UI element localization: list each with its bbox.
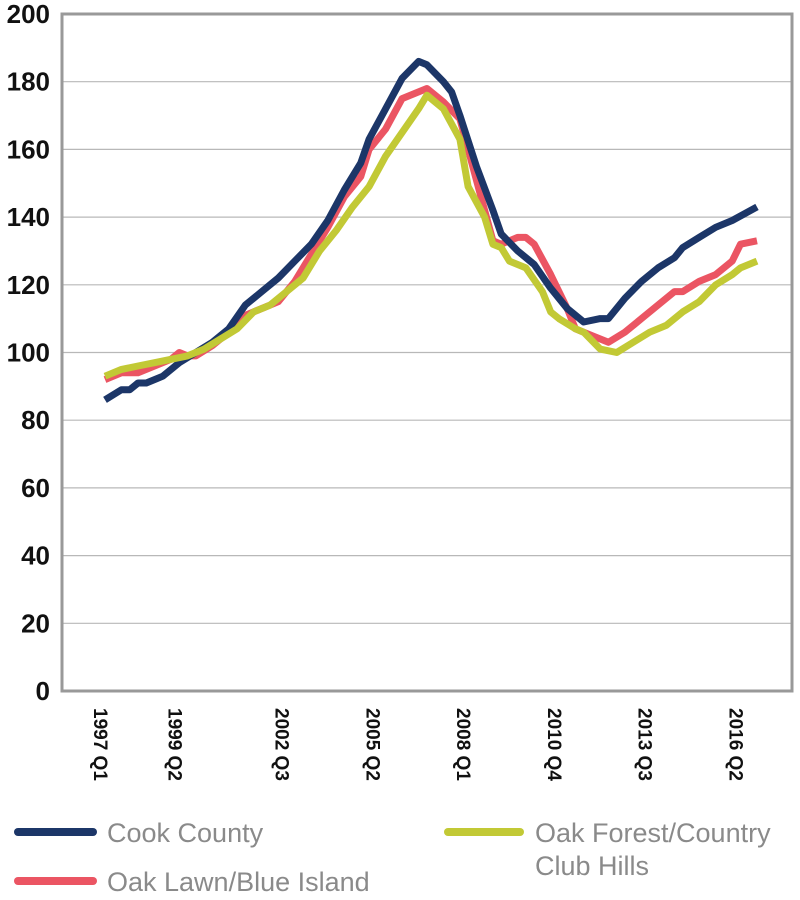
- y-tick-label: 180: [7, 67, 50, 97]
- legend-item: Oak Lawn/Blue Island: [14, 867, 370, 897]
- x-tick-label: 1999 Q2: [163, 708, 184, 781]
- legend-label: Oak Lawn/Blue Island: [107, 867, 370, 897]
- x-tick-label: 2013 Q3: [634, 708, 655, 781]
- x-tick-label: 2002 Q3: [271, 708, 292, 781]
- x-tick-label: 2016 Q2: [724, 708, 745, 781]
- series-lines: [103, 57, 759, 403]
- y-tick-label: 40: [21, 541, 50, 571]
- grid-lines: [62, 81, 792, 624]
- legend-label: Oak Forest/Country Club Hills: [535, 818, 771, 881]
- plot-border: [60, 12, 794, 693]
- x-tick-label: 2008 Q1: [452, 708, 473, 781]
- series-line: [103, 85, 758, 383]
- y-tick-label: 60: [21, 473, 50, 503]
- legend-item: Oak Forest/Country Club Hills: [444, 818, 771, 881]
- y-tick-label: 20: [21, 608, 50, 638]
- legend-item: Cook County: [14, 818, 264, 848]
- series-line: [103, 91, 759, 380]
- y-tick-label: 80: [21, 405, 50, 435]
- legend: Cook County Oak Lawn/Blue Island Oak Fores…: [14, 818, 771, 897]
- x-tick-label: 2005 Q2: [361, 708, 382, 781]
- plot-frame: [60, 12, 794, 693]
- x-tick-label: 2010 Q4: [543, 708, 564, 781]
- y-tick-label: 160: [7, 134, 50, 164]
- y-tick-label: 200: [7, 0, 50, 29]
- y-axis-ticks: 0 20 40 60 80 100 120 140 160 180 200: [7, 0, 50, 706]
- x-tick-label: 1997 Q1: [89, 708, 110, 781]
- y-tick-label: 100: [7, 338, 50, 368]
- y-tick-label: 120: [7, 270, 50, 300]
- x-axis-ticks: 1997 Q1 1999 Q2 2002 Q3 2005 Q2 2008 Q1 2010 …: [89, 708, 746, 781]
- y-tick-label: 0: [36, 676, 50, 706]
- y-tick-label: 140: [7, 202, 50, 232]
- legend-label: Cook County: [107, 818, 264, 848]
